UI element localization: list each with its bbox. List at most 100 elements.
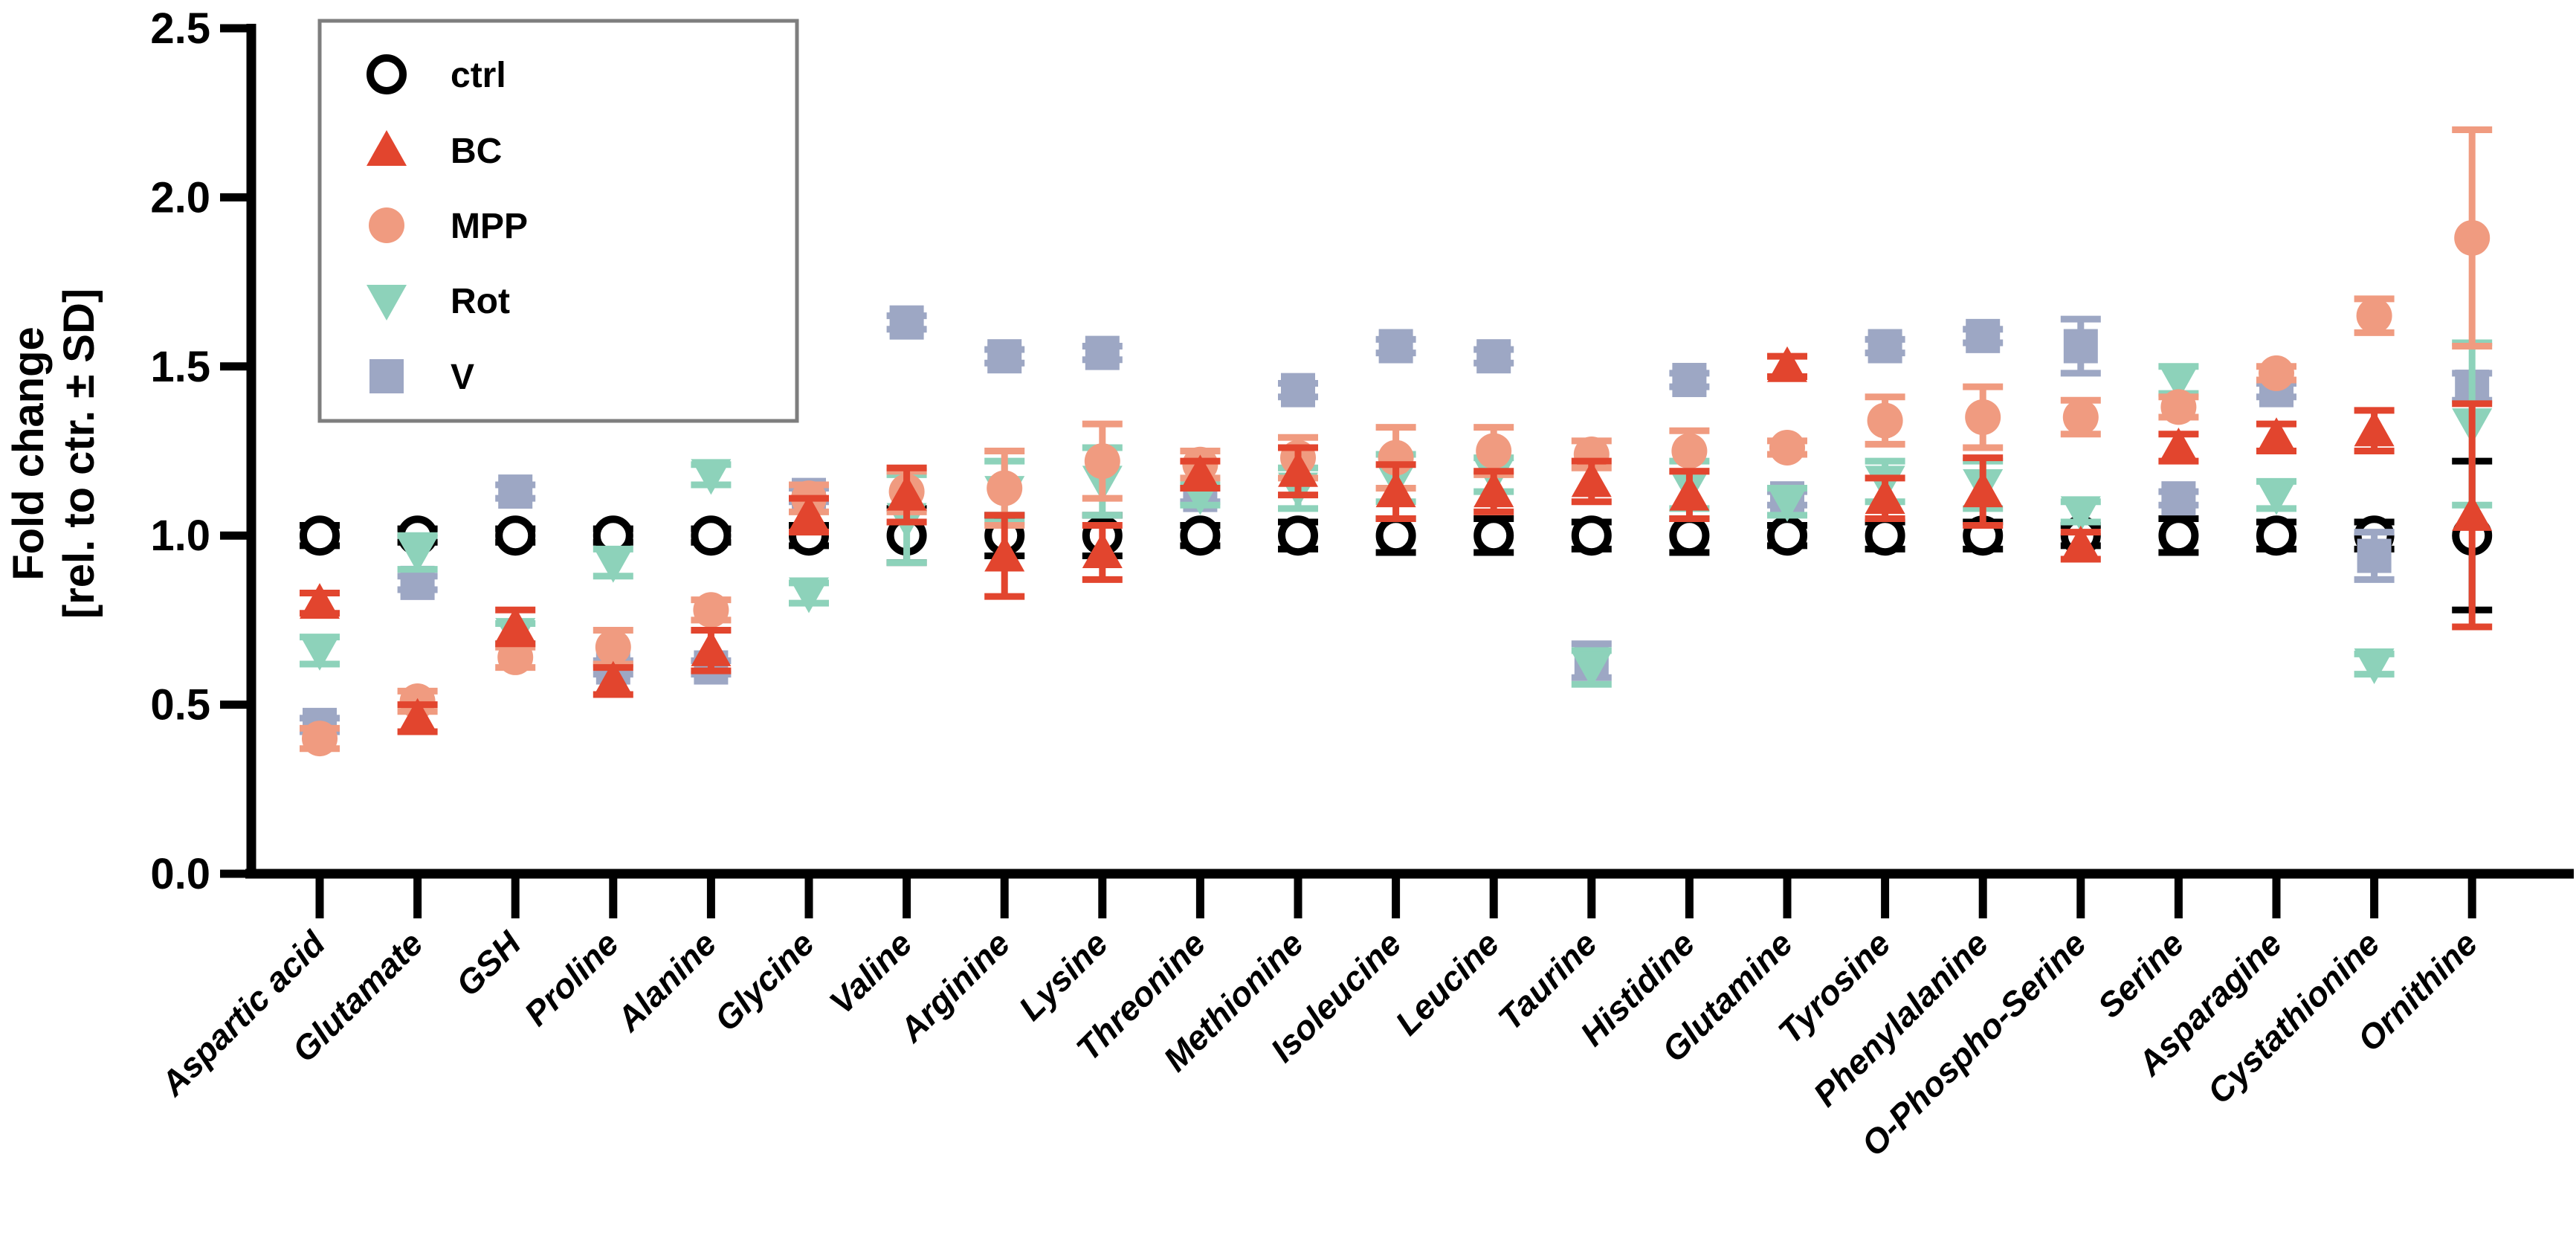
category-label-Glycine: Glycine — [707, 924, 821, 1038]
point-BC-Proline — [593, 660, 633, 697]
point-ctrl-Threonine — [1180, 515, 1221, 556]
y-axis-title-line2: [rel. to ctr. ± SD] — [55, 289, 103, 619]
point-BC-O-Phospho-Serine — [2060, 525, 2101, 561]
point-Rot-Serine — [2158, 364, 2199, 400]
point-ctrl-Aspartic acid — [300, 515, 340, 556]
point-Rot-Glycine — [789, 577, 829, 613]
point-BC-Arginine — [984, 535, 1025, 572]
point-BC-Threonine — [1180, 454, 1221, 491]
category-label-Cystathionine: Cystathionine — [2200, 924, 2387, 1111]
legend-symbol-V-icon — [369, 359, 404, 393]
point-BC-GSH — [495, 606, 536, 642]
legend-symbol-MPP-icon — [369, 207, 404, 243]
y-tick-label-1.0: 1.0 — [150, 512, 210, 560]
point-BC-Lysine — [1082, 532, 1123, 568]
point-Rot-Taurine — [1571, 651, 1612, 688]
category-label-Leucine: Leucine — [1388, 924, 1507, 1043]
point-ctrl-Leucine — [1473, 515, 1514, 556]
point-ctrl-Alanine — [691, 515, 732, 556]
point-BC-Methionine — [1278, 451, 1318, 487]
point-Rot-Asparagine — [2256, 479, 2296, 515]
point-MPP-Tyrosine — [1867, 402, 1903, 439]
category-label-Alanine: Alanine — [609, 924, 724, 1039]
point-ctrl-Histidine — [1669, 515, 1710, 556]
point-V-GSH — [498, 474, 533, 509]
point-MPP-Leucine — [1476, 433, 1512, 469]
point-ctrl-Glutamine — [1767, 515, 1807, 556]
category-label-Proline: Proline — [517, 924, 626, 1033]
point-BC-Glycine — [789, 495, 829, 531]
point-BC-Asparagine — [2256, 417, 2296, 454]
category-label-Phenylalanine: Phenylalanine — [1806, 924, 1996, 1114]
point-MPP-Aspartic acid — [302, 721, 338, 757]
category-label-Aspartic acid: Aspartic acid — [152, 924, 332, 1104]
point-BC-Alanine — [691, 630, 732, 666]
point-ctrl-Isoleucine — [1375, 515, 1416, 556]
point-MPP-Lysine — [1084, 443, 1120, 480]
point-ctrl-GSH — [495, 515, 536, 556]
point-ctrl-Taurine — [1571, 515, 1612, 556]
point-MPP-Cystathionine — [2356, 297, 2392, 334]
point-BC-Valine — [886, 474, 927, 511]
point-MPP-Asparagine — [2259, 355, 2294, 391]
y-tick-label-0.0: 0.0 — [150, 850, 210, 898]
point-Rot-Alanine — [691, 459, 732, 495]
point-BC-Taurine — [1571, 461, 1612, 497]
point-BC-Serine — [2158, 427, 2199, 463]
point-MPP-Glutamine — [1769, 429, 1805, 466]
category-label-Valine: Valine — [821, 924, 919, 1021]
point-MPP-Proline — [595, 629, 631, 666]
point-ctrl-Asparagine — [2256, 515, 2296, 556]
point-ctrl-Serine — [2158, 515, 2199, 556]
category-label-GSH: GSH — [448, 924, 529, 1004]
point-MPP-Phenylalanine — [1965, 399, 2001, 436]
y-tick-label-2.5: 2.5 — [150, 4, 210, 53]
point-V-Cystathionine — [2357, 538, 2392, 573]
point-MPP-Ornithine — [2454, 219, 2491, 256]
point-BC-Histidine — [1669, 474, 1710, 511]
legend-box-group: ctrl BC MPP Rot V — [317, 19, 799, 423]
point-BC-Glutamine — [1767, 346, 1807, 382]
legend-label-BC: BC — [451, 132, 502, 171]
point-BC-Ornithine — [2452, 495, 2493, 531]
point-V-Histidine — [1672, 362, 1707, 397]
point-V-Isoleucine — [1378, 329, 1413, 364]
legend-symbol-BC-icon — [367, 130, 407, 166]
y-tick-label-2.0: 2.0 — [150, 173, 210, 222]
data-points-layer — [300, 126, 2493, 757]
point-Rot-Glutamate — [397, 536, 438, 573]
point-MPP-O-Phospho-Serine — [2062, 399, 2099, 436]
point-Rot-Proline — [593, 547, 633, 583]
point-V-Methionine — [1281, 373, 1315, 408]
y-axis-title-line1: Fold change — [4, 326, 53, 581]
point-V-Arginine — [987, 339, 1022, 374]
point-V-Lysine — [1085, 335, 1120, 370]
point-V-Valine — [889, 305, 924, 340]
legend-symbol-ctrl-icon — [367, 54, 407, 94]
point-ctrl-Tyrosine — [1865, 515, 1905, 556]
point-MPP-GSH — [497, 639, 534, 675]
point-Rot-Glutamine — [1767, 486, 1807, 522]
legend-label-MPP: MPP — [451, 207, 528, 246]
point-BC-Glutamate — [397, 698, 438, 734]
point-MPP-Arginine — [987, 470, 1023, 506]
point-ctrl-Methionine — [1278, 515, 1318, 556]
legend-label-ctrl: ctrl — [451, 56, 506, 95]
legend-symbol-Rot-icon — [367, 285, 407, 321]
y-tick-label-1.5: 1.5 — [150, 343, 210, 391]
legend-label-Rot: Rot — [451, 282, 510, 321]
point-Rot-O-Phospho-Serine — [2060, 496, 2101, 532]
point-V-Phenylalanine — [1966, 318, 2001, 353]
point-BC-Cystathionine — [2354, 410, 2395, 447]
point-V-Serine — [2161, 481, 2196, 516]
point-BC-Aspartic acid — [300, 583, 340, 619]
point-BC-Tyrosine — [1865, 478, 1905, 515]
y-tick-label-0.5: 0.5 — [150, 681, 210, 729]
point-V-O-Phospho-Serine — [2063, 329, 2098, 364]
point-BC-Phenylalanine — [1963, 471, 2004, 508]
point-V-Leucine — [1476, 339, 1511, 374]
point-V-Tyrosine — [1868, 329, 1902, 364]
point-BC-Isoleucine — [1375, 471, 1416, 508]
